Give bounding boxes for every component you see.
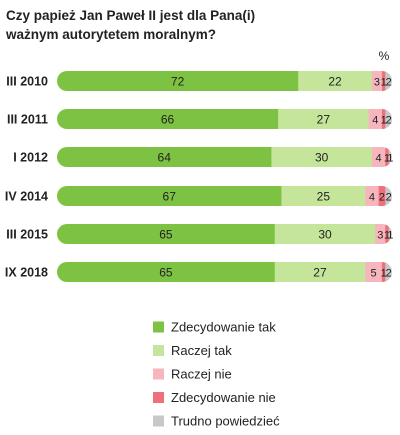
data-label: 2 <box>386 192 392 204</box>
legend-swatch <box>153 368 164 380</box>
data-label: 4 <box>372 115 378 127</box>
data-label: 1 <box>381 268 387 280</box>
data-label: 66 <box>161 113 175 127</box>
bar-segment <box>57 262 276 282</box>
data-label: 1 <box>381 115 387 127</box>
category-label: III 2010 <box>6 75 48 89</box>
bar-segment <box>388 224 392 244</box>
data-label: 3 <box>374 77 380 89</box>
data-label: 2 <box>386 115 392 127</box>
bar-segment <box>375 224 386 244</box>
legend: Zdecydowanie tak Raczej tak Raczej nie Zdec… <box>153 320 280 429</box>
legend-swatch <box>153 345 164 356</box>
bar-segment <box>388 147 392 167</box>
bar-segment <box>378 186 386 206</box>
bar-row <box>57 186 392 206</box>
category-label: III 2011 <box>7 113 48 127</box>
legend-entry: Trudno powiedzieć <box>171 414 280 429</box>
data-label: 1 <box>384 153 390 165</box>
legend-swatch <box>153 392 164 403</box>
bar-segment <box>298 71 373 91</box>
data-label: 72 <box>171 75 185 89</box>
category-label: III 2015 <box>6 228 48 242</box>
legend-entry: Zdecydowanie nie <box>171 390 276 405</box>
data-label: 2 <box>386 268 392 280</box>
data-label: 1 <box>387 153 393 165</box>
bar-segment <box>274 262 366 282</box>
bar-segment <box>281 186 366 206</box>
data-label: 4 <box>369 192 375 204</box>
unit-label: % <box>379 49 390 63</box>
bar-row <box>57 147 392 167</box>
bar-segment <box>371 71 383 91</box>
bar-segment <box>368 109 383 129</box>
legend-entry: Raczej nie <box>171 367 232 382</box>
category-label: IV 2014 <box>5 190 48 204</box>
bar-row <box>57 224 392 244</box>
legend-swatch <box>153 415 164 427</box>
data-label: 30 <box>315 151 329 165</box>
data-label: 27 <box>313 266 327 280</box>
chart-title-line-1: Czy papież Jan Paweł II jest dla Pana(i) <box>6 8 255 23</box>
bar-segment <box>385 262 392 282</box>
data-label: 27 <box>317 113 331 127</box>
bar-row <box>57 71 392 91</box>
data-label: 30 <box>318 228 332 242</box>
category-label: I 2012 <box>13 151 48 165</box>
data-label: 65 <box>159 228 173 242</box>
bar-segment <box>381 71 386 91</box>
bar-segment <box>371 147 386 167</box>
chart-title-line-2: ważnym autorytetem moralnym? <box>5 27 216 42</box>
data-label: 22 <box>328 75 342 89</box>
bar-segment <box>57 71 299 91</box>
bar-row <box>57 262 392 282</box>
data-label: 25 <box>317 190 331 204</box>
legend-entry: Zdecydowanie tak <box>171 320 276 335</box>
data-label: 67 <box>163 190 177 204</box>
bar-segment <box>381 262 386 282</box>
bar-segment <box>385 147 390 167</box>
bar-segment <box>57 186 282 206</box>
bar-segment <box>365 262 383 282</box>
bar-segment <box>57 109 279 129</box>
bar-segment <box>381 109 386 129</box>
data-label: 1 <box>387 230 393 242</box>
data-label: 3 <box>377 230 383 242</box>
bar-segment <box>385 224 390 244</box>
data-label: 65 <box>159 266 173 280</box>
bar-segment <box>278 109 370 129</box>
bar-segment <box>57 224 276 244</box>
data-label: 2 <box>379 192 385 204</box>
bar-segment <box>385 186 392 206</box>
data-label: 2 <box>386 77 392 89</box>
data-label: 4 <box>376 153 382 165</box>
bar-segment <box>57 147 272 167</box>
data-label: 1 <box>384 230 390 242</box>
bar-segment <box>274 224 376 244</box>
legend-entry: Raczej tak <box>171 343 232 358</box>
category-label: IX 2018 <box>5 266 48 280</box>
data-label: 1 <box>381 77 387 89</box>
data-label: 64 <box>158 151 172 165</box>
bar-segment <box>271 147 373 167</box>
data-label: 5 <box>371 268 377 280</box>
bar-segment <box>385 109 392 129</box>
bar-row <box>57 109 392 129</box>
bar-segment <box>365 186 380 206</box>
legend-swatch <box>153 321 164 333</box>
bar-segment <box>385 71 392 91</box>
